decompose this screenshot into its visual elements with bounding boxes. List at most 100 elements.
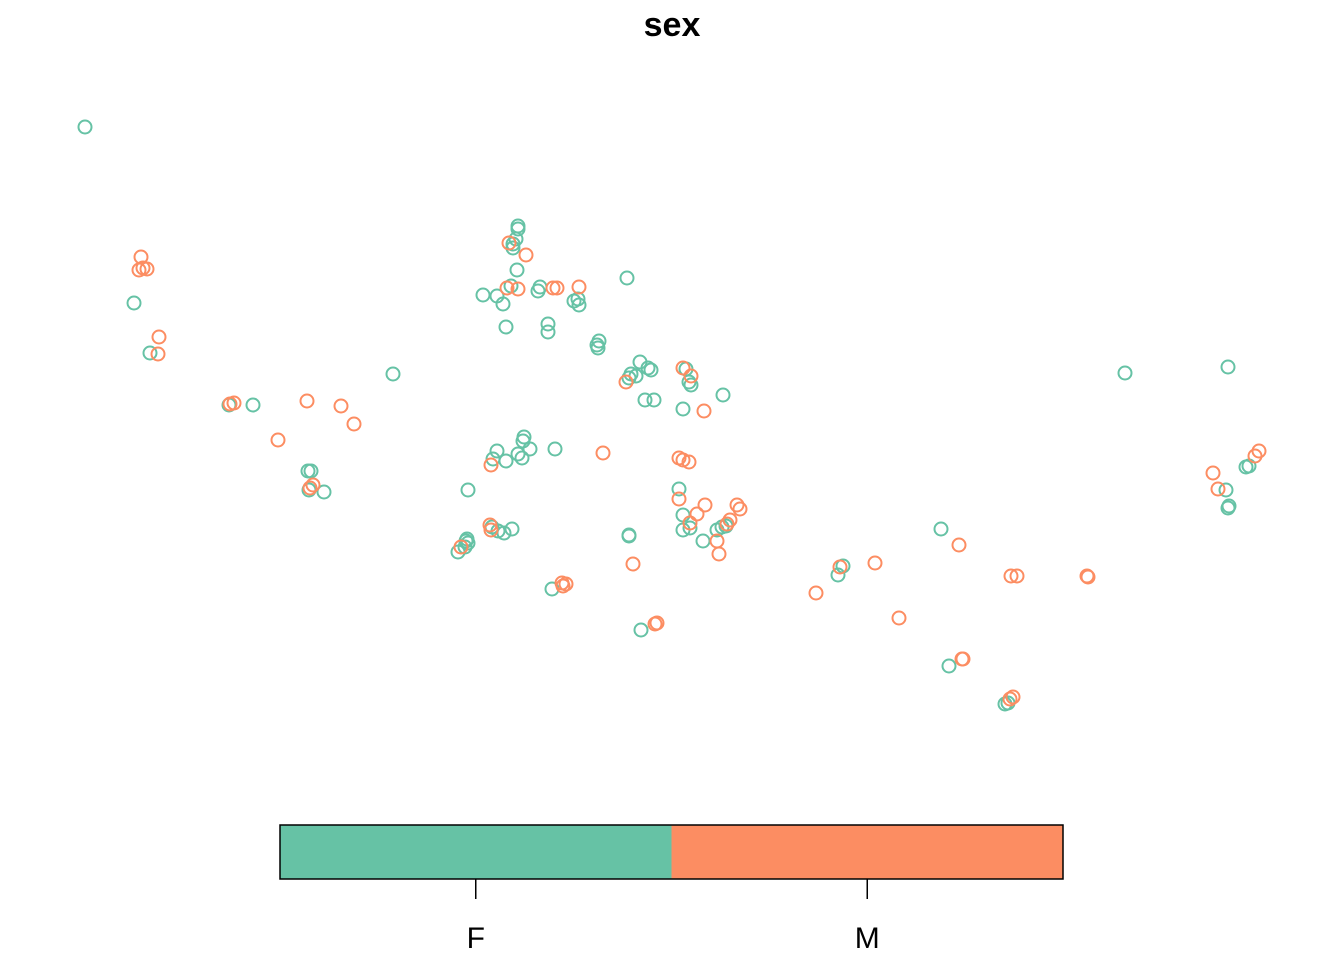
data-point-m [671, 491, 687, 507]
data-point-f [303, 463, 319, 479]
data-point-m [625, 556, 641, 572]
data-point-m [305, 477, 321, 493]
data-point-f [619, 270, 635, 286]
data-point-m [951, 537, 967, 553]
data-point-m [545, 280, 561, 296]
data-point-m [1080, 569, 1096, 585]
data-point-m [808, 585, 824, 601]
data-point-m [1003, 568, 1019, 584]
data-point-m [832, 559, 848, 575]
data-point-m [510, 281, 526, 297]
legend-swatch-f [280, 825, 672, 879]
data-point-m [151, 329, 167, 345]
data-point-m [696, 403, 712, 419]
data-point-m [732, 501, 748, 517]
data-point-f [590, 340, 606, 356]
data-point-f [715, 387, 731, 403]
data-point-f [640, 360, 656, 376]
data-point-m [501, 235, 517, 251]
data-point-m [483, 457, 499, 473]
data-point-f [510, 221, 526, 237]
data-point-m [333, 398, 349, 414]
data-point-f [643, 362, 659, 378]
data-point-m [1002, 691, 1018, 707]
data-point-m [549, 280, 565, 296]
data-point-m [150, 346, 166, 362]
data-point-f [547, 441, 563, 457]
data-point-f [675, 507, 691, 523]
data-point-m [689, 506, 705, 522]
data-points [77, 119, 1267, 712]
data-point-m [595, 445, 611, 461]
data-point-m [571, 279, 587, 295]
data-point-f [126, 295, 142, 311]
data-point-f [571, 297, 587, 313]
data-point-m [618, 374, 634, 390]
chart-title: sex [644, 6, 701, 44]
data-point-m [499, 280, 515, 296]
data-point-f [530, 283, 546, 299]
data-point-f [933, 521, 949, 537]
legend-label-m: M [855, 922, 880, 955]
data-point-m [722, 512, 738, 528]
data-point-f [683, 377, 699, 393]
data-point-m [226, 395, 242, 411]
data-point-m [1247, 448, 1263, 464]
data-point-f [695, 533, 711, 549]
legend-border [279, 824, 1064, 880]
data-point-m [867, 555, 883, 571]
data-point-m [1005, 689, 1021, 705]
data-point-f [682, 520, 698, 536]
data-point-f [77, 119, 93, 135]
data-point-f [504, 521, 520, 537]
data-point-m [729, 497, 745, 513]
data-point-f [510, 218, 526, 234]
data-point-m [682, 515, 698, 531]
data-point-f [1117, 365, 1133, 381]
data-point-f [475, 287, 491, 303]
data-point-m [302, 480, 318, 496]
data-point-f [514, 450, 530, 466]
data-point-f [509, 262, 525, 278]
data-point-f [489, 443, 505, 459]
data-point-f [941, 658, 957, 674]
data-point-m [683, 368, 699, 384]
data-point-f [245, 397, 261, 413]
data-point-m [483, 522, 499, 538]
data-point-m [453, 539, 469, 555]
data-point-m [1205, 465, 1221, 481]
legend-label-f: F [467, 922, 485, 955]
data-point-f [522, 441, 538, 457]
data-point-f [540, 324, 556, 340]
data-point-f [498, 319, 514, 335]
data-point-f [1220, 359, 1236, 375]
data-point-f [300, 463, 316, 479]
data-point-m [891, 610, 907, 626]
data-point-f [675, 401, 691, 417]
data-point-m [270, 432, 286, 448]
data-point-m [518, 247, 534, 263]
data-point-m [299, 393, 315, 409]
data-point-f [646, 392, 662, 408]
data-point-m [1009, 568, 1025, 584]
data-point-f [1218, 482, 1234, 498]
data-point-m [647, 616, 663, 632]
data-point-m [681, 454, 697, 470]
data-point-m [955, 651, 971, 667]
data-point-f [498, 453, 514, 469]
data-point-m [346, 416, 362, 432]
data-point-m [558, 576, 574, 592]
data-point-f [637, 392, 653, 408]
data-point-m [719, 516, 735, 532]
data-point-m [697, 497, 713, 513]
data-point-m [1210, 481, 1226, 497]
data-point-f [671, 481, 687, 497]
data-point-f [621, 528, 637, 544]
legend-swatch-m [671, 825, 1063, 879]
data-point-f [1220, 500, 1236, 516]
data-point-m [555, 578, 571, 594]
data-point-f [316, 484, 332, 500]
data-point-m [139, 261, 155, 277]
